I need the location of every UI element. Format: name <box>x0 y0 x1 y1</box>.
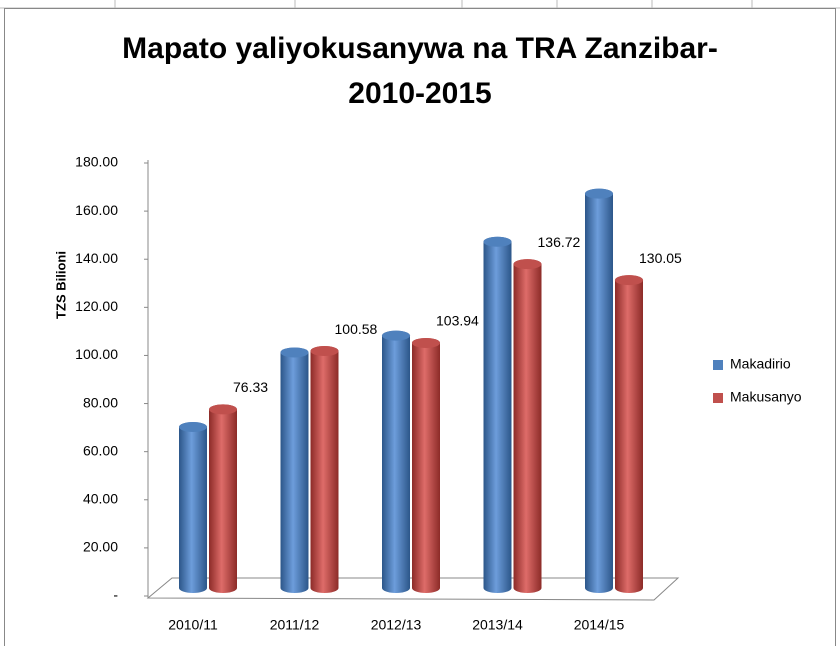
y-axis-label: TZS Bilioni <box>53 251 68 319</box>
y-tick-label: - <box>113 587 118 603</box>
bar-top <box>412 337 440 348</box>
y-tick-label: 100.00 <box>75 346 118 362</box>
chart-title: 2010-2015 <box>348 77 491 110</box>
bar-top <box>179 422 207 433</box>
y-tick-label: 180.00 <box>75 154 118 170</box>
legend-swatch <box>713 393 723 403</box>
chart-title: Mapato yaliyokusanywa na TRA Zanzibar- <box>122 32 718 65</box>
y-tick-label: 40.00 <box>83 490 118 506</box>
data-label: 103.94 <box>436 313 479 329</box>
bar-top <box>513 259 542 270</box>
bar-top <box>382 330 410 341</box>
bar <box>585 188 613 593</box>
bar-top <box>615 275 643 286</box>
y-tick-label: 120.00 <box>75 298 118 314</box>
sheet-grid <box>0 0 840 9</box>
bar <box>209 404 237 593</box>
x-tick-label: 2014/15 <box>574 617 625 633</box>
bar <box>483 236 512 593</box>
bar <box>615 275 643 593</box>
bar-top <box>483 236 512 247</box>
bar-top <box>585 188 613 199</box>
bar <box>280 347 309 593</box>
data-label: 136.72 <box>538 234 581 250</box>
x-tick-label: 2012/13 <box>371 617 422 633</box>
legend-swatch <box>713 360 723 370</box>
legend-label: Makadirio <box>730 356 791 372</box>
bar-top <box>280 347 309 358</box>
bar-top <box>310 346 339 357</box>
bar <box>412 337 440 593</box>
chart-border <box>4 8 836 646</box>
bar <box>179 422 207 593</box>
y-tick-label: 20.00 <box>83 539 118 555</box>
y-tick-label: 80.00 <box>83 394 118 410</box>
bar <box>382 330 410 593</box>
x-tick-label: 2010/11 <box>168 617 218 633</box>
y-tick-label: 60.00 <box>83 442 118 458</box>
bar-top <box>209 404 237 415</box>
y-tick-label: 160.00 <box>75 202 118 218</box>
bar <box>310 346 339 593</box>
bar <box>513 259 542 593</box>
data-label: 130.05 <box>639 250 682 266</box>
data-label: 76.33 <box>233 379 268 395</box>
x-tick-label: 2013/14 <box>472 617 523 633</box>
x-tick-label: 2011/12 <box>270 617 320 633</box>
legend-label: Makusanyo <box>730 389 802 405</box>
y-tick-label: 140.00 <box>75 250 118 266</box>
data-label: 100.58 <box>335 321 378 337</box>
